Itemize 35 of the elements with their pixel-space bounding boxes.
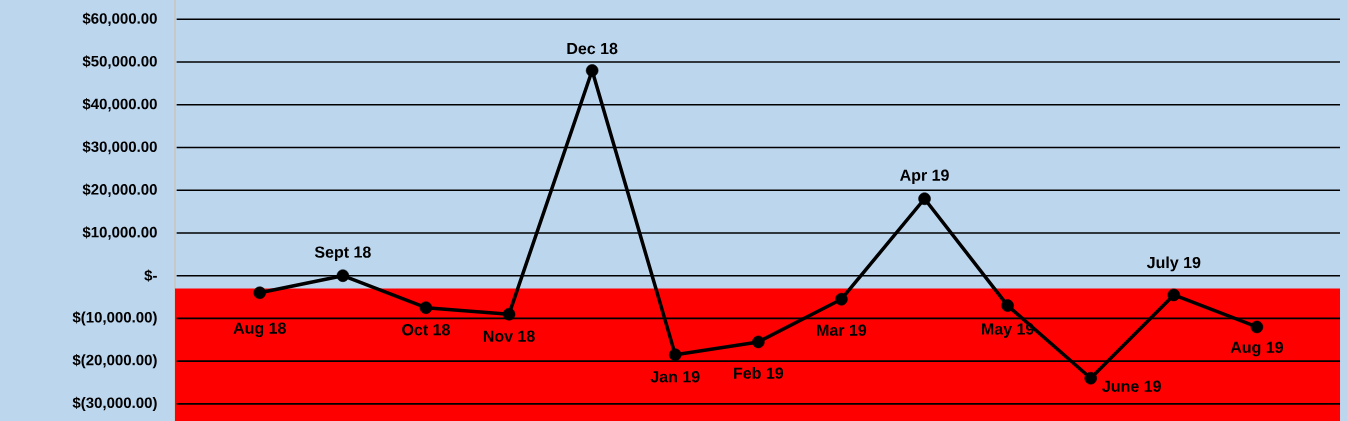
point [419, 301, 433, 314]
x-tick-label: June 19 [1102, 380, 1161, 392]
x-tick-label: Feb 19 [734, 367, 784, 379]
x-tick-label: Aug 19 [1230, 341, 1283, 357]
y-tick-label: $50,000.00 [82, 55, 157, 69]
point [1084, 372, 1097, 385]
point [669, 348, 682, 361]
y-tick-label: $20,000.00 [82, 183, 157, 197]
y-tick-label: $- [144, 269, 157, 282]
y-tick-label: $30,000.00 [82, 140, 157, 155]
point [835, 292, 848, 306]
point [1167, 288, 1181, 302]
x-tick-label: Sept 18 [314, 246, 371, 261]
point [502, 307, 516, 321]
x-tick-label: Oct 18 [402, 324, 450, 336]
y-tick-label: $(20,000.00) [72, 354, 157, 369]
x-tick-label: Mar 19 [817, 324, 867, 336]
x-tick-label: July 19 [1146, 256, 1201, 272]
point [253, 286, 267, 300]
x-tick-label: Aug 18 [233, 322, 286, 338]
y-tick-label: $40,000.00 [82, 97, 157, 112]
point [585, 64, 599, 77]
point [1001, 299, 1014, 312]
y-tick-label: $60,000.00 [82, 12, 157, 26]
y-tick-label: $(10,000.00) [72, 311, 157, 326]
x-tick-label: Jan 19 [650, 371, 700, 383]
point [1250, 320, 1264, 334]
x-tick-label: Nov 18 [483, 330, 535, 342]
point [336, 269, 350, 282]
y-tick-label: $10,000.00 [82, 226, 157, 240]
y-tick-label: $(30,000.00) [72, 396, 157, 412]
x-tick-label: Apr 19 [900, 169, 949, 184]
x-tick-label: Dec 18 [567, 42, 618, 55]
point [918, 192, 931, 205]
point [752, 335, 765, 349]
